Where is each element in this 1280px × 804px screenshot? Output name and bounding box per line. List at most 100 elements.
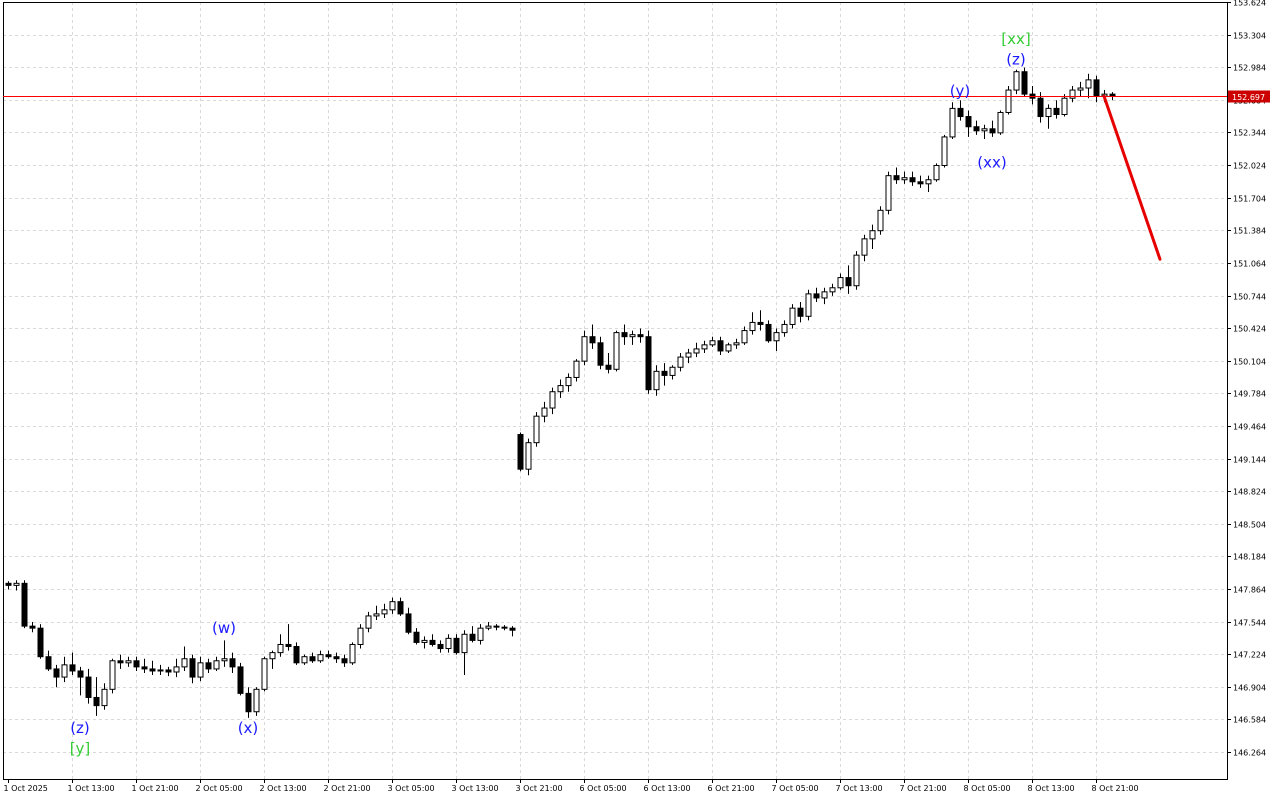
wave-label: (x) [238,719,259,737]
candle [773,328,780,351]
candle [133,656,140,671]
candle [389,597,396,614]
candle-body [197,662,204,678]
candle-body [1021,71,1028,95]
candle [309,652,316,663]
candle-body [885,175,892,211]
y-tick-label: 152.024 [1233,162,1266,171]
candle-body [389,601,396,611]
candle-body [829,287,836,293]
candle [661,363,668,386]
candle-body [605,364,612,370]
price-lines [3,94,1227,261]
candle-body [277,643,284,654]
candle [469,626,476,643]
candle [293,642,300,665]
candle [861,234,868,262]
candle-body [45,656,52,670]
candle [381,603,388,618]
candle-body [469,633,476,641]
candle-body [989,128,996,134]
candle-body [861,238,868,256]
y-tick-label: 148.504 [1233,521,1266,530]
candle [677,352,684,372]
candle [141,658,148,674]
y-tick-label: 147.224 [1233,651,1266,660]
candle-body [509,627,516,631]
candle [21,580,28,629]
candle [373,605,380,621]
y-tick-label: 152.344 [1233,129,1266,138]
candle [189,654,196,684]
candle-body [669,366,676,376]
candle [213,656,220,671]
candle [13,580,20,591]
candle-body [909,177,916,183]
candle-body [709,340,716,346]
candle-body [341,658,348,664]
candle-body [125,660,132,664]
candle [1061,94,1068,117]
y-tick-label: 149.144 [1233,456,1266,465]
candle [629,330,636,345]
candle-body [757,321,764,325]
candle-body [653,370,660,391]
candle [957,100,964,121]
candle-body [837,277,844,289]
candle [237,662,244,696]
candle-body [213,660,220,670]
candle [797,302,804,323]
candle [653,365,660,396]
candle-body [685,352,692,358]
x-tick-label: 8 Oct 21:00 [1092,784,1139,793]
candle [909,171,916,186]
candle [749,312,756,335]
candle [1005,85,1012,115]
candle-body [725,344,732,352]
candle [941,134,948,168]
candle-body [461,633,468,654]
candle [117,654,124,669]
candle [541,401,548,423]
candle-body [677,356,684,368]
candle-body [637,334,644,338]
candle [1077,81,1084,97]
candle [949,102,956,139]
candle [1045,104,1052,129]
x-tick-label: 6 Oct 05:00 [580,784,627,793]
candle-body [1037,97,1044,118]
candle-body [437,643,444,650]
wave-labels: (z) [y] (w) (x) (y) (xx) (z) [xx] [70,30,1031,757]
candle-body [85,676,92,698]
y-tick-label: 146.904 [1233,684,1266,693]
candle-body [997,111,1004,134]
candle-body [573,360,580,378]
candle-body [877,209,884,232]
x-tick-label: 8 Oct 13:00 [1028,784,1075,793]
candle-body [157,669,164,672]
candle-body [893,175,900,181]
candle-body [29,625,36,629]
candle-body [773,332,780,342]
candle-body [813,293,820,299]
y-tick-label: 151.704 [1233,195,1266,204]
candle [565,373,572,392]
candle [277,634,284,657]
candle-body [381,609,388,615]
candle-body [533,415,540,444]
candle [453,634,460,655]
candle [893,167,900,184]
candle-body [525,442,532,470]
candle [981,124,988,139]
candle [821,287,828,305]
candle-body [1069,89,1076,99]
candle [77,666,84,696]
candle [261,656,268,692]
candle-body [453,637,460,654]
candle [925,175,932,192]
candle-body [789,307,796,325]
candle-body [1045,107,1052,118]
candle [733,338,740,349]
candle-body [421,639,428,643]
